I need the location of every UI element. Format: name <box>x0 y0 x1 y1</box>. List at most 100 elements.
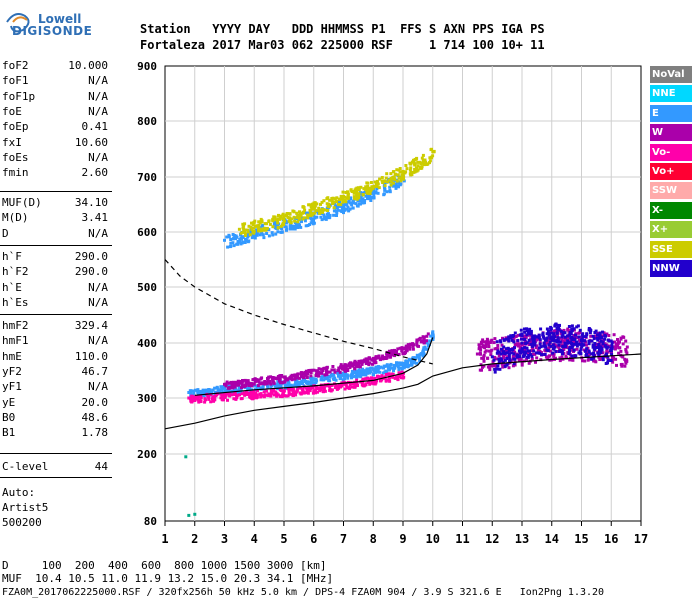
echo-point <box>585 333 589 337</box>
param-value: 290.0 <box>74 250 108 263</box>
echo-point <box>495 340 499 344</box>
echo-point <box>326 209 329 212</box>
echo-point <box>413 158 417 161</box>
echo-point <box>381 181 385 184</box>
echo-point <box>542 344 546 348</box>
echo-point <box>366 359 370 363</box>
echo-point <box>374 361 378 365</box>
echo-point <box>314 385 318 388</box>
echo-point <box>551 351 555 355</box>
echo-point <box>272 215 276 219</box>
echo-point <box>592 356 596 360</box>
echo-point <box>229 238 233 241</box>
echo-point <box>213 386 217 390</box>
echo-point <box>293 224 297 228</box>
echo-point <box>584 335 588 338</box>
echo-point <box>530 354 534 358</box>
echo-point <box>311 386 314 390</box>
echo-point <box>493 367 497 371</box>
echo-point <box>330 388 334 392</box>
echo-point <box>192 389 196 393</box>
echo-point <box>520 334 524 337</box>
upper-dashed-line <box>164 259 433 365</box>
echo-point <box>364 362 368 365</box>
echo-point <box>555 338 559 342</box>
param-value: 3.41 <box>81 211 109 225</box>
echo-point <box>241 240 245 244</box>
echo-point <box>337 374 340 378</box>
echo-point <box>361 197 365 201</box>
echo-point <box>280 227 284 231</box>
echo-point <box>291 391 295 395</box>
echo-point <box>239 231 243 235</box>
echo-point <box>388 189 392 192</box>
echo-point <box>335 214 338 217</box>
echo-point <box>560 355 564 359</box>
echo-point <box>238 390 241 394</box>
echo-point <box>408 168 412 172</box>
echo-point <box>572 340 576 344</box>
echo-point <box>496 344 500 347</box>
echo-point <box>411 342 415 346</box>
echo-point <box>375 187 379 191</box>
echo-point <box>346 190 349 194</box>
echo-point <box>265 232 269 235</box>
echo-datapoint <box>282 375 286 379</box>
echo-point <box>258 382 262 386</box>
echo-point <box>289 383 293 387</box>
echo-point <box>379 365 383 369</box>
echo-point <box>384 373 388 376</box>
echo-point <box>601 355 605 359</box>
echo-point <box>404 362 408 366</box>
param-row: foF1 N/A <box>2 74 108 89</box>
echo-point <box>376 370 380 374</box>
echo-point <box>621 335 625 339</box>
echo-point <box>292 227 295 231</box>
echo-point <box>244 232 248 236</box>
echo-point <box>355 188 358 192</box>
echo-point <box>373 180 377 184</box>
echo-point <box>430 147 433 151</box>
echo-point <box>547 336 551 340</box>
x-tick-label: 6 <box>310 532 317 546</box>
echo-point <box>407 364 410 367</box>
echo-point <box>335 386 339 390</box>
echo-point <box>286 380 290 384</box>
echo-point <box>320 386 323 390</box>
echo-point <box>518 342 521 346</box>
echo-point <box>587 342 591 346</box>
echo-point <box>428 159 432 163</box>
echo-point <box>315 372 318 376</box>
echo-point <box>251 223 255 226</box>
echo-point <box>266 379 270 383</box>
echo-datapoint <box>425 334 429 338</box>
echo-point <box>288 227 292 231</box>
echo-point <box>357 193 361 197</box>
echo-point <box>233 234 237 237</box>
echo-point <box>545 341 549 345</box>
echo-point <box>357 371 361 375</box>
echo-point <box>303 219 307 223</box>
echo-point <box>396 184 400 188</box>
echo-point <box>569 336 573 340</box>
echo-point <box>348 383 352 387</box>
echo-point <box>229 241 233 245</box>
echo-point <box>415 343 419 347</box>
echo-point <box>411 347 415 351</box>
echo-point <box>503 363 507 367</box>
echo-point <box>302 216 306 220</box>
param-row: M(D) 3.41 <box>2 211 108 226</box>
param-key: h`F <box>2 250 22 263</box>
echo-point <box>501 336 504 340</box>
echo-point <box>262 390 266 394</box>
echo-point <box>624 348 628 351</box>
echo-point <box>616 344 619 348</box>
echo-point <box>314 378 318 381</box>
echo-point <box>538 342 542 346</box>
echo-point <box>533 352 537 356</box>
echo-point <box>371 196 375 199</box>
echo-point <box>356 204 360 208</box>
echo-point <box>355 186 359 190</box>
param-row: h`E N/A <box>2 281 108 296</box>
echo-point <box>620 354 624 358</box>
